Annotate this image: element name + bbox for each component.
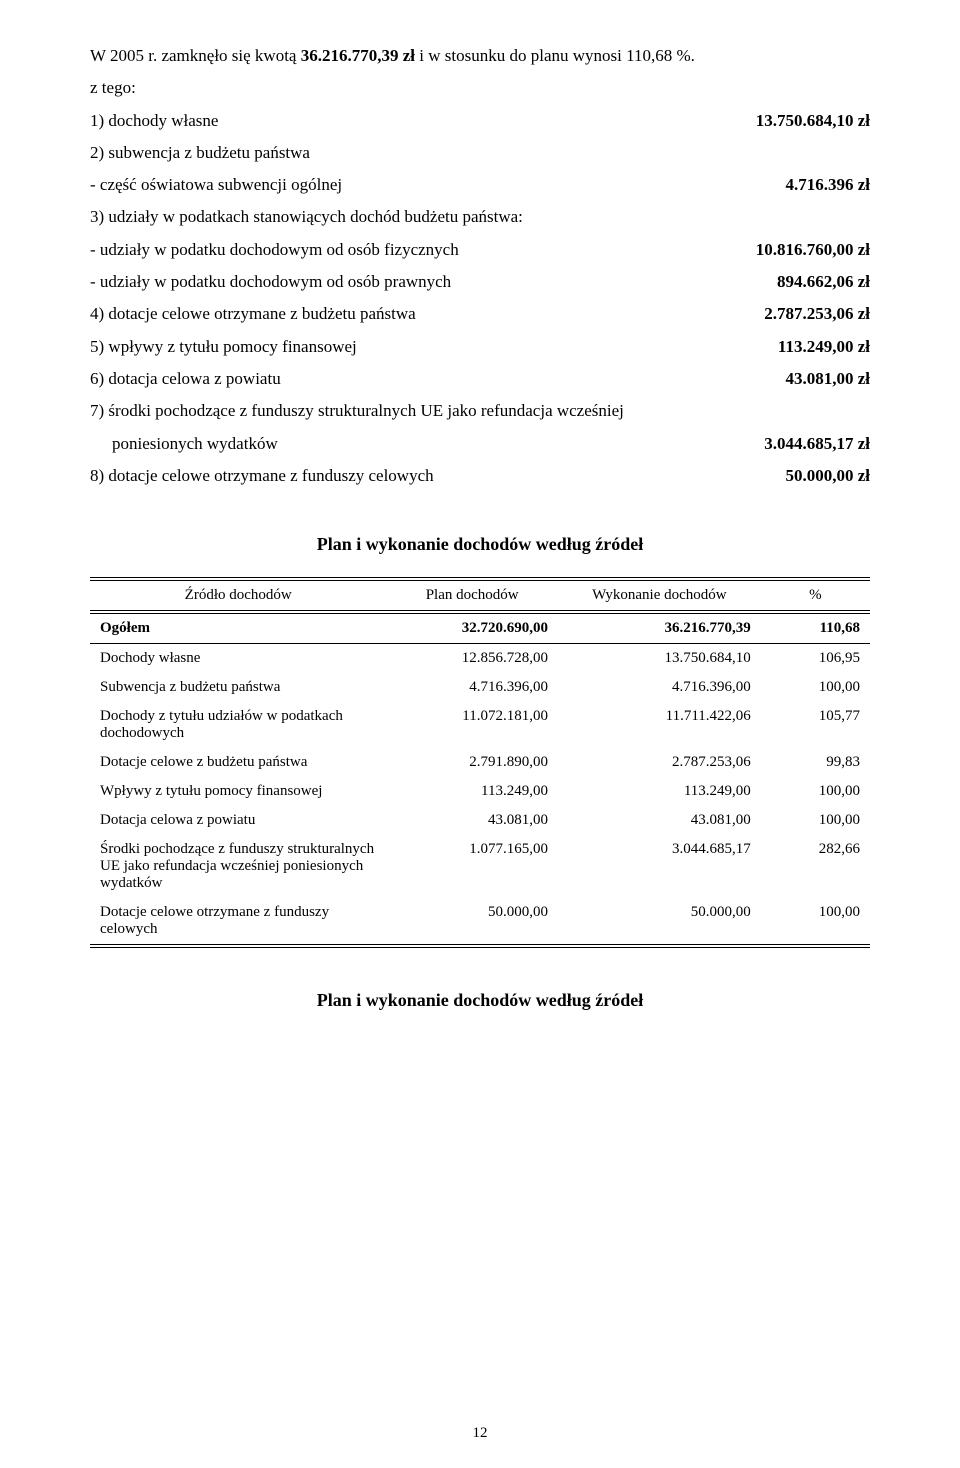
r3-pct: 105,77 xyxy=(761,702,870,748)
item-8: 8) dotacje celowe otrzymane z funduszy c… xyxy=(90,460,870,492)
item-1-label: 1) dochody własne xyxy=(90,105,218,137)
r7-wyk: 3.044.685,17 xyxy=(558,835,761,898)
total-plan: 32.720.690,00 xyxy=(386,612,558,644)
item-3b: - udziały w podatku dochodowym od osób p… xyxy=(90,266,870,298)
r6-label: Dotacja celowa z powiatu xyxy=(90,806,386,835)
item-7-line2: poniesionych wydatków 3.044.685,17 zł xyxy=(90,428,870,460)
item-3b-value: 894.662,06 zł xyxy=(777,266,870,298)
intro-line-1-post: i w stosunku do planu wynosi 110,68 %. xyxy=(415,46,695,65)
item-2a-value: 4.716.396 zł xyxy=(785,169,870,201)
th-plan: Plan dochodów xyxy=(386,579,558,612)
r4-label: Dotacje celowe z budżetu państwa xyxy=(90,748,386,777)
item-6: 6) dotacja celowa z powiatu 43.081,00 zł xyxy=(90,363,870,395)
r4-wyk: 2.787.253,06 xyxy=(558,748,761,777)
r2-label: Subwencja z budżetu państwa xyxy=(90,673,386,702)
th-percent: % xyxy=(761,579,870,612)
r4-plan: 2.791.890,00 xyxy=(386,748,558,777)
r6-pct: 100,00 xyxy=(761,806,870,835)
item-7-line2-value: 3.044.685,17 zł xyxy=(764,428,870,460)
item-5-value: 113.249,00 zł xyxy=(778,331,870,363)
r1-label: Dochody własne xyxy=(90,644,386,674)
section-title-2: Plan i wykonanie dochodów według źródeł xyxy=(90,990,870,1011)
item-1: 1) dochody własne 13.750.684,10 zł xyxy=(90,105,870,137)
r7-pct: 282,66 xyxy=(761,835,870,898)
r3-wyk: 11.711.422,06 xyxy=(558,702,761,748)
r3-plan: 11.072.181,00 xyxy=(386,702,558,748)
item-8-value: 50.000,00 zł xyxy=(785,460,870,492)
item-2a: - część oświatowa subwencji ogólnej 4.71… xyxy=(90,169,870,201)
document-page: W 2005 r. zamknęło się kwotą 36.216.770,… xyxy=(0,0,960,1468)
r6-plan: 43.081,00 xyxy=(386,806,558,835)
item-7-line1: 7) środki pochodzące z funduszy struktur… xyxy=(90,395,870,427)
total-pct: 110,68 xyxy=(761,612,870,644)
r8-plan: 50.000,00 xyxy=(386,898,558,946)
intro-line-1: W 2005 r. zamknęło się kwotą 36.216.770,… xyxy=(90,40,870,72)
r4-pct: 99,83 xyxy=(761,748,870,777)
r1-pct: 106,95 xyxy=(761,644,870,674)
r6-wyk: 43.081,00 xyxy=(558,806,761,835)
table-total-row: Ogółem 32.720.690,00 36.216.770,39 110,6… xyxy=(90,612,870,644)
table-row: Dotacja celowa z powiatu 43.081,00 43.08… xyxy=(90,806,870,835)
r8-label: Dotacje celowe otrzymane z funduszy celo… xyxy=(90,898,386,946)
r8-pct: 100,00 xyxy=(761,898,870,946)
table-row: Dotacje celowe z budżetu państwa 2.791.8… xyxy=(90,748,870,777)
item-3-header: 3) udziały w podatkach stanowiących doch… xyxy=(90,201,870,233)
r3-label: Dochody z tytułu udziałów w podatkach do… xyxy=(90,702,386,748)
table-row: Dochody własne 12.856.728,00 13.750.684,… xyxy=(90,644,870,674)
r7-plan: 1.077.165,00 xyxy=(386,835,558,898)
intro-line-2: z tego: xyxy=(90,72,870,104)
item-4-value: 2.787.253,06 zł xyxy=(764,298,870,330)
table-row: Dochody z tytułu udziałów w podatkach do… xyxy=(90,702,870,748)
table-row: Wpływy z tytułu pomocy finansowej 113.24… xyxy=(90,777,870,806)
item-7-line2-label: poniesionych wydatków xyxy=(112,428,278,460)
sources-table: Źródło dochodów Plan dochodów Wykonanie … xyxy=(90,577,870,948)
intro-line-1-pre: W 2005 r. zamknęło się kwotą xyxy=(90,46,301,65)
item-6-label: 6) dotacja celowa z powiatu xyxy=(90,363,281,395)
page-number: 12 xyxy=(0,1425,960,1442)
section-title-1: Plan i wykonanie dochodów według źródeł xyxy=(90,534,870,555)
table-row: Środki pochodzące z funduszy strukturaln… xyxy=(90,835,870,898)
r5-label: Wpływy z tytułu pomocy finansowej xyxy=(90,777,386,806)
table-row: Dotacje celowe otrzymane z funduszy celo… xyxy=(90,898,870,946)
r2-pct: 100,00 xyxy=(761,673,870,702)
th-execution: Wykonanie dochodów xyxy=(558,579,761,612)
total-wyk: 36.216.770,39 xyxy=(558,612,761,644)
table-header-row: Źródło dochodów Plan dochodów Wykonanie … xyxy=(90,579,870,612)
item-8-label: 8) dotacje celowe otrzymane z funduszy c… xyxy=(90,460,434,492)
item-3a: - udziały w podatku dochodowym od osób f… xyxy=(90,234,870,266)
r2-wyk: 4.716.396,00 xyxy=(558,673,761,702)
intro-line-1-amount: 36.216.770,39 zł xyxy=(301,46,415,65)
item-5: 5) wpływy z tytułu pomocy finansowej 113… xyxy=(90,331,870,363)
th-source: Źródło dochodów xyxy=(90,579,386,612)
item-2a-label: - część oświatowa subwencji ogólnej xyxy=(90,169,342,201)
r5-wyk: 113.249,00 xyxy=(558,777,761,806)
item-4-label: 4) dotacje celowe otrzymane z budżetu pa… xyxy=(90,298,416,330)
item-1-value: 13.750.684,10 zł xyxy=(756,105,870,137)
r1-wyk: 13.750.684,10 xyxy=(558,644,761,674)
item-5-label: 5) wpływy z tytułu pomocy finansowej xyxy=(90,331,357,363)
total-label: Ogółem xyxy=(90,612,386,644)
r2-plan: 4.716.396,00 xyxy=(386,673,558,702)
table-row: Subwencja z budżetu państwa 4.716.396,00… xyxy=(90,673,870,702)
r1-plan: 12.856.728,00 xyxy=(386,644,558,674)
item-3b-label: - udziały w podatku dochodowym od osób p… xyxy=(90,266,451,298)
item-4: 4) dotacje celowe otrzymane z budżetu pa… xyxy=(90,298,870,330)
r5-pct: 100,00 xyxy=(761,777,870,806)
item-2-header: 2) subwencja z budżetu państwa xyxy=(90,137,870,169)
item-6-value: 43.081,00 zł xyxy=(785,363,870,395)
item-3a-value: 10.816.760,00 zł xyxy=(756,234,870,266)
r8-wyk: 50.000,00 xyxy=(558,898,761,946)
r7-label: Środki pochodzące z funduszy strukturaln… xyxy=(90,835,386,898)
intro-block: W 2005 r. zamknęło się kwotą 36.216.770,… xyxy=(90,40,870,492)
item-3a-label: - udziały w podatku dochodowym od osób f… xyxy=(90,234,459,266)
r5-plan: 113.249,00 xyxy=(386,777,558,806)
